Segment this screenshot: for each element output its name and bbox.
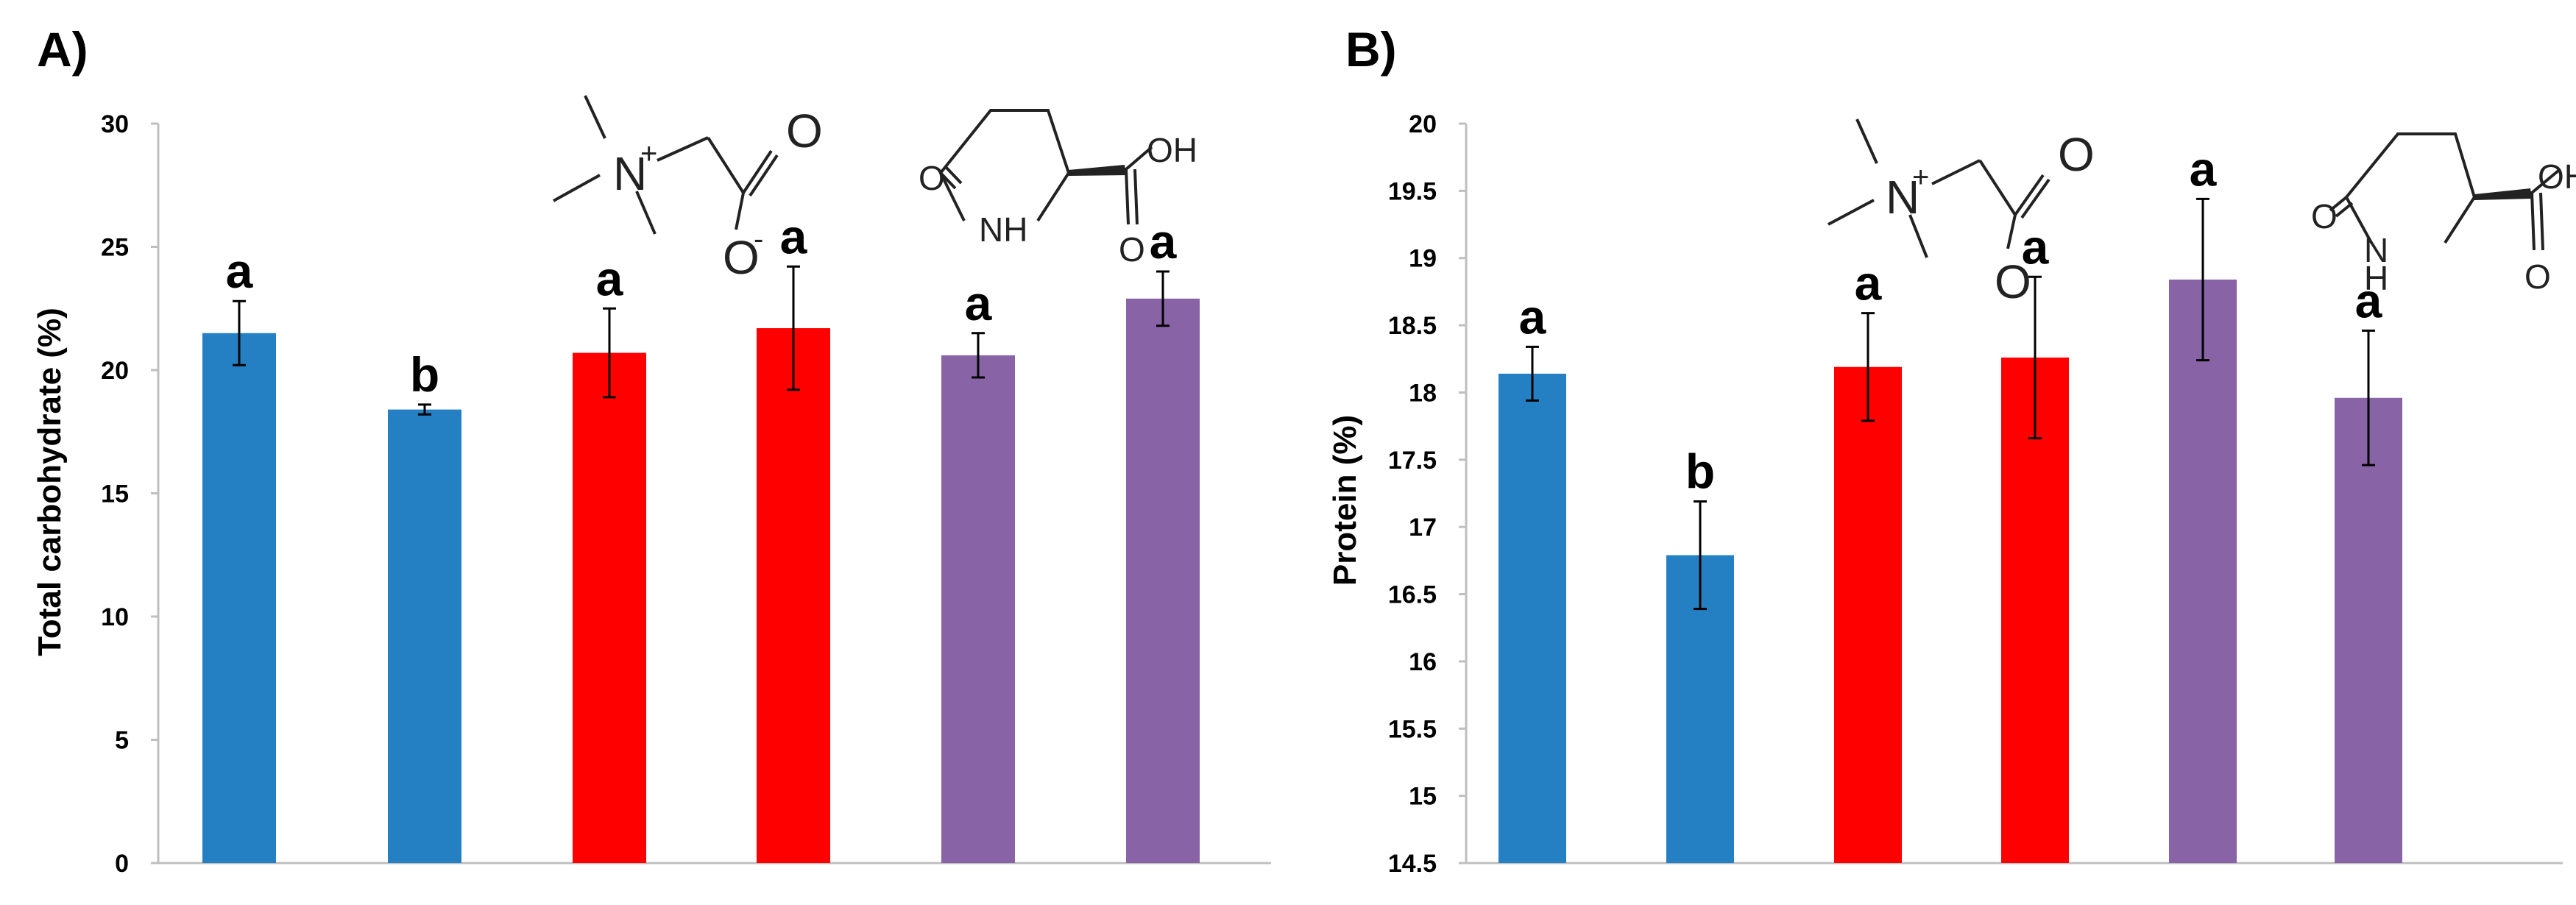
panel-b-y-axis-label: Protein (%) [1327,415,1363,586]
panel-b-y-ticks: 14.5 15 15.5 16 16.5 17 17.5 18 18.5 19 19.5 20 [1388,110,1466,878]
panel-a-significance-label: a [1150,214,1178,269]
panel-a-y-tick-label: 10 [101,603,129,631]
pyroglutamic-ring-o-b: O [2311,197,2338,235]
betaine-n-atom-b: N [1886,171,1919,224]
pyroglutamic-h-b: H [2364,259,2388,297]
panel-a-bar-4 [757,328,830,863]
panel-b-y-tick-label: 20 [1409,110,1437,138]
pyroglutamic-oh-a: OH [1147,131,1197,169]
panel-b-y-tick-label: 15.5 [1388,715,1437,743]
panel-b-bar-4 [2001,357,2069,864]
panel-a-y-tick-label: 5 [115,727,129,755]
panel-a-bar-1 [202,333,276,863]
betaine-structure-a [553,95,779,235]
panel-a-significance-label: a [226,244,254,298]
panel-a-carbohydrate-chart: A) Total carbohydrate (%) 0 5 10 15 20 25 30 a… [32,22,1271,878]
panel-a-bar-6 [1126,298,1200,864]
betaine-carbonyl-o: O [786,104,823,157]
pyroglutamic-nh-a: NH [979,210,1027,249]
pyroglutamic-oh-b: OH [2538,157,2576,196]
betaine-plus-charge: + [640,138,657,170]
pyroglutamic-ring-o-a: O [919,159,945,197]
panel-a-bars: a b a a a a [202,209,1200,864]
panel-b-significance-label: a [1519,289,1547,344]
panel-b-y-tick-label: 17.5 [1388,447,1437,475]
panel-b-bar-6 [2335,397,2402,863]
panel-a-y-tick-label: 20 [101,357,129,385]
panel-b-significance-label: a [1855,256,1883,310]
panel-a-significance-label: a [965,276,993,330]
panel-b-label: B) [1345,22,1397,77]
betaine-n-atom: N [613,147,647,200]
panel-b-bar-3 [1834,366,1902,864]
panel-b-y-tick-label: 19.5 [1388,177,1437,205]
panel-a-y-tick-label: 0 [115,850,129,878]
pyroglutamic-n-b: N [2364,231,2388,269]
pyroglutamic-wedge-bond-b [2474,188,2532,200]
panel-a-significance-label: a [780,209,808,263]
panel-b-y-tick-label: 15 [1409,783,1437,811]
panel-b-y-tick-label: 16 [1409,648,1437,676]
betaine-structure-b [1827,118,2050,258]
panel-a-y-tick-label: 25 [101,234,129,262]
pyroglutamic-acid-o-a: O [1119,230,1145,269]
panel-a-bar-5 [941,355,1015,863]
betaine-plus-charge-b: + [1912,161,1929,194]
pyroglutamic-wedge-bond-a [1069,165,1126,176]
pyroglutamic-acid-o-b: O [2524,258,2551,296]
panel-b-significance-label: b [1685,444,1715,498]
betaine-anion-o-b: O [1995,255,2031,308]
panel-a-bar-2 [388,409,461,863]
panel-b-y-tick-label: 16.5 [1388,581,1437,609]
panel-b-y-tick-label: 14.5 [1388,850,1437,878]
panel-b-significance-label: a [2022,219,2050,274]
panel-b-y-tick-label: 19 [1409,245,1437,273]
panel-b-y-tick-label: 17 [1409,514,1437,542]
betaine-carbonyl-o-b: O [2058,128,2095,181]
panel-a-significance-label: b [410,347,439,402]
panel-a-bar-3 [573,352,646,863]
panel-b-y-tick-label: 18.5 [1388,312,1437,340]
panel-a-y-tick-label: 30 [101,110,129,138]
panel-a-y-tick-label: 15 [101,480,129,508]
panel-b-bar-5 [2169,279,2237,863]
panel-a-label: A) [37,22,88,77]
panel-b-bar-1 [1498,373,1566,863]
panel-b-significance-label: a [2190,141,2218,196]
panel-b-y-tick-label: 18 [1409,379,1437,407]
panel-a-y-ticks: 0 5 10 15 20 25 30 [101,110,158,878]
betaine-minus-charge: - [754,223,763,255]
betaine-anion-o: O [723,231,760,284]
panel-a-y-axis-label: Total carbohydrate (%) [32,308,68,656]
panel-b-protein-chart: B) Protein (%) 14.51515.51616.51717.5181… [1327,22,2576,878]
panel-a-significance-label: a [596,251,624,305]
panel-b-bars: a b a a a a [1498,141,2402,864]
panel-b-significance-label: a [2355,273,2383,327]
